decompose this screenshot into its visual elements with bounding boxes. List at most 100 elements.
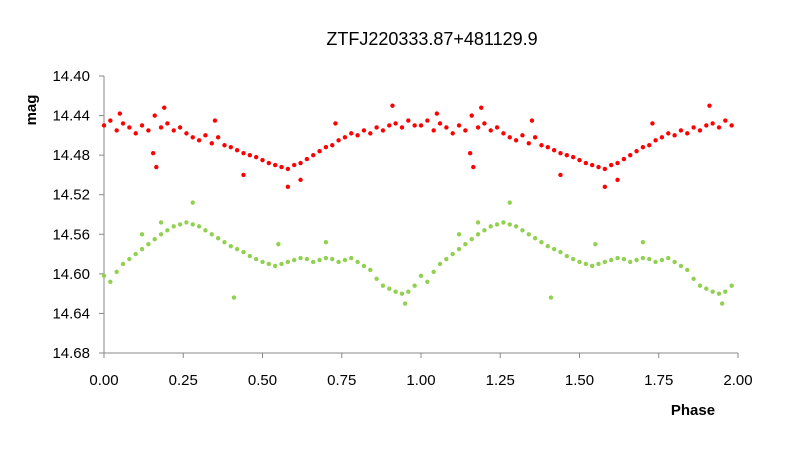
chart-title: ZTFJ220333.87+481129.9 (326, 29, 537, 49)
data-point (349, 255, 354, 261)
data-point (165, 121, 170, 126)
data-point (418, 273, 424, 279)
data-point (593, 241, 598, 247)
data-point (634, 148, 639, 154)
data-point (434, 111, 440, 116)
data-point (323, 240, 329, 245)
data-point (570, 256, 576, 262)
data-point (190, 135, 195, 140)
data-point (203, 133, 208, 138)
data-point (196, 138, 202, 143)
data-point (589, 162, 595, 168)
data-point (431, 128, 436, 133)
data-point (323, 145, 329, 150)
data-point (596, 261, 601, 267)
data-point (467, 150, 473, 156)
data-point (488, 224, 493, 229)
data-point (697, 128, 703, 133)
data-point (101, 123, 107, 128)
data-point (114, 269, 119, 275)
data-point (133, 251, 138, 257)
data-point (154, 164, 159, 170)
data-point (209, 232, 214, 237)
data-point (615, 255, 620, 261)
data-points (101, 103, 734, 306)
data-point (704, 286, 709, 291)
data-point (479, 105, 484, 110)
data-point (577, 259, 582, 265)
data-point (127, 125, 132, 130)
data-point (368, 131, 373, 136)
data-point (691, 125, 696, 130)
data-point (387, 123, 392, 128)
data-point (539, 240, 544, 245)
data-point (672, 133, 677, 138)
data-point (444, 256, 449, 262)
data-point (292, 162, 297, 168)
data-point (241, 172, 246, 178)
data-point (361, 128, 367, 133)
data-point (342, 135, 348, 140)
data-point (564, 253, 570, 259)
data-point (545, 243, 550, 249)
data-point (171, 224, 176, 229)
data-point (171, 128, 176, 133)
data-point (133, 131, 138, 136)
data-point (513, 224, 519, 229)
data-point (551, 147, 557, 153)
data-point (260, 259, 265, 265)
data-point (349, 131, 354, 136)
data-point (304, 256, 310, 262)
data-point (266, 160, 272, 166)
data-point (190, 200, 195, 205)
data-point (666, 255, 671, 261)
data-point (215, 236, 221, 241)
data-point (526, 232, 531, 237)
series-1 (101, 200, 734, 306)
data-point (234, 147, 240, 153)
data-point (231, 295, 237, 300)
data-point (707, 103, 712, 108)
data-point (399, 125, 405, 130)
data-point (621, 256, 627, 262)
data-point (558, 150, 563, 156)
data-point (304, 156, 310, 162)
data-point (475, 220, 481, 225)
data-point (602, 184, 608, 189)
y-tick-label: 14.44 (52, 108, 90, 125)
data-point (108, 279, 113, 284)
data-point (672, 259, 677, 265)
data-point (152, 237, 157, 242)
data-point (719, 301, 725, 306)
series-0 (101, 103, 734, 189)
data-point (532, 135, 538, 140)
data-point (482, 121, 487, 126)
data-point (215, 135, 221, 140)
data-point (184, 220, 189, 225)
data-point (609, 162, 614, 168)
data-point (634, 257, 639, 263)
data-point (266, 261, 272, 267)
y-tick-label: 14.60 (52, 266, 90, 283)
data-point (640, 240, 646, 245)
data-point (494, 125, 500, 130)
data-point (488, 128, 493, 133)
x-axis: 0.00 0.25 0.50 0.75 1.00 1.25 1.50 1.75 2.00 (89, 353, 753, 389)
data-point (120, 261, 126, 267)
data-point (450, 251, 455, 257)
data-point (463, 128, 468, 133)
data-point (450, 131, 455, 136)
data-point (361, 263, 367, 269)
data-point (444, 125, 449, 130)
data-point (374, 276, 379, 282)
data-point (272, 162, 278, 168)
data-point (298, 160, 303, 166)
data-point (729, 283, 734, 288)
data-point (596, 164, 601, 170)
data-point (228, 145, 233, 150)
data-point (456, 123, 462, 128)
data-point (260, 157, 265, 163)
data-point (203, 228, 208, 233)
data-point (558, 172, 563, 178)
